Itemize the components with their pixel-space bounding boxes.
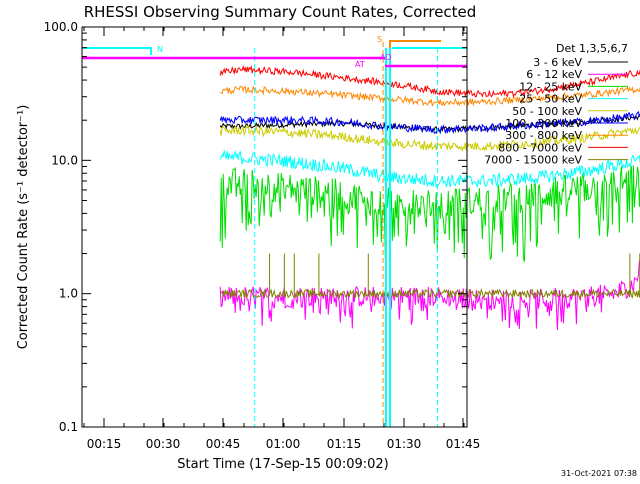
x-tick-label: 00:15 — [87, 437, 122, 451]
series-line-2 — [219, 260, 640, 331]
legend-label-9: 7000 - 15000 keV — [484, 154, 582, 167]
y-tick-label: 1.0 — [59, 287, 78, 301]
y-tick-label: 100.0 — [44, 20, 78, 34]
legend-label-3: 12 - 25 keV — [519, 80, 582, 93]
series-line-4 — [219, 149, 640, 188]
series-spikes-7000-15000 — [269, 253, 640, 294]
legend-label-5: 50 - 100 keV — [512, 105, 582, 118]
legend-label-4: 25 - 50 keV — [519, 93, 582, 106]
chart-title: RHESSI Observing Summary Count Rates, Co… — [84, 3, 477, 21]
y-tick-label: 0.1 — [59, 420, 78, 434]
x-axis-label: Start Time (17-Sep-15 00:09:02) — [177, 457, 388, 472]
flag-label-n: N — [157, 45, 163, 54]
legend-label-6: 100 - 300 keV — [505, 117, 582, 130]
series-line-8 — [219, 64, 640, 98]
legend-label-1: 3 - 6 keV — [533, 56, 582, 69]
x-tick-label: 01:00 — [266, 437, 301, 451]
flag-label-at: AT — [355, 60, 365, 69]
legend-label-2: 6 - 12 keV — [526, 68, 582, 81]
series-line-9 — [220, 287, 640, 300]
plot-timestamp: 31-Oct-2021 07:38 — [561, 469, 637, 478]
x-tick-label: 00:45 — [206, 437, 241, 451]
series-line-1 — [219, 113, 640, 134]
legend-label-7: 300 - 800 keV — [505, 129, 582, 142]
series-line-6 — [219, 110, 640, 135]
series-line-7 — [220, 84, 640, 107]
x-tick-label: 00:30 — [146, 437, 181, 451]
flag-label-ao: AO — [380, 53, 392, 62]
x-tick-label: 01:15 — [327, 437, 362, 451]
legend-header: Det 1,3,5,6,7 — [556, 42, 628, 55]
series-line-3 — [219, 165, 640, 262]
flag-line-s — [389, 40, 441, 48]
flag-label-s: S — [377, 35, 382, 44]
y-axis-label: Corrected Count Rate (s⁻¹ detector⁻¹) — [16, 105, 31, 350]
flag-line-n — [82, 47, 152, 55]
x-tick-label: 01:45 — [446, 437, 481, 451]
series-line-5 — [219, 124, 640, 153]
plot-frame — [81, 26, 468, 428]
legend-label-8: 800 - 7000 keV — [498, 141, 582, 154]
x-tick-label: 01:30 — [387, 437, 422, 451]
y-tick-label: 10.0 — [51, 153, 78, 167]
